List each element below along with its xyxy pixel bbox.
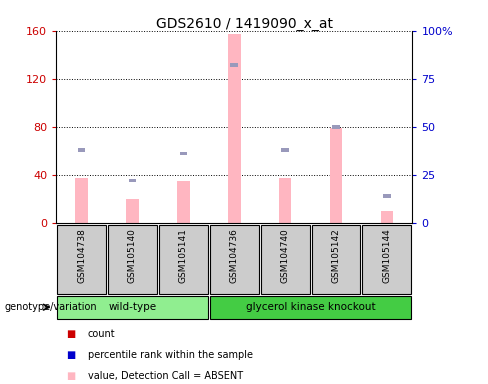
Text: count: count bbox=[88, 329, 116, 339]
Bar bbox=[78, 148, 85, 152]
Bar bbox=[57, 296, 208, 319]
Text: value, Detection Call = ABSENT: value, Detection Call = ABSENT bbox=[88, 371, 243, 381]
Bar bbox=[126, 199, 139, 223]
Bar bbox=[383, 194, 391, 198]
Text: wild-type: wild-type bbox=[108, 302, 157, 312]
Text: GSM105144: GSM105144 bbox=[383, 228, 391, 283]
Text: genotype/variation: genotype/variation bbox=[5, 302, 98, 312]
Text: ■: ■ bbox=[66, 350, 75, 360]
Text: ■: ■ bbox=[66, 371, 75, 381]
Bar bbox=[330, 128, 343, 223]
Bar bbox=[177, 181, 190, 223]
Bar bbox=[129, 179, 136, 182]
Text: GSM104738: GSM104738 bbox=[77, 228, 86, 283]
Bar bbox=[57, 225, 106, 294]
Text: percentile rank within the sample: percentile rank within the sample bbox=[88, 350, 253, 360]
Bar bbox=[381, 211, 393, 223]
Bar bbox=[159, 225, 208, 294]
Bar bbox=[210, 296, 411, 319]
Bar bbox=[279, 178, 291, 223]
Bar bbox=[75, 178, 88, 223]
Bar bbox=[312, 225, 361, 294]
Bar bbox=[108, 225, 157, 294]
Text: GSM104736: GSM104736 bbox=[230, 228, 239, 283]
Bar bbox=[261, 225, 309, 294]
Bar bbox=[363, 225, 411, 294]
Bar bbox=[210, 225, 259, 294]
Bar bbox=[281, 148, 289, 152]
Text: GDS2610 / 1419090_x_at: GDS2610 / 1419090_x_at bbox=[156, 17, 332, 31]
Bar bbox=[230, 63, 238, 67]
Text: GSM104740: GSM104740 bbox=[281, 228, 290, 283]
Text: GSM105142: GSM105142 bbox=[331, 228, 341, 283]
Text: GSM105140: GSM105140 bbox=[128, 228, 137, 283]
Bar bbox=[180, 152, 187, 156]
Bar bbox=[228, 34, 241, 223]
Bar bbox=[332, 125, 340, 129]
Text: GSM105141: GSM105141 bbox=[179, 228, 188, 283]
Text: ■: ■ bbox=[66, 329, 75, 339]
Text: glycerol kinase knockout: glycerol kinase knockout bbox=[246, 302, 375, 312]
